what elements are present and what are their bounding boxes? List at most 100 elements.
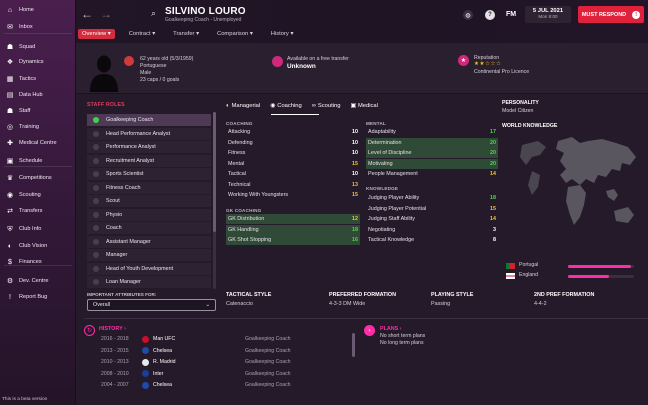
history-club[interactable]: R. Madrid <box>142 358 245 366</box>
nav-label: Finances <box>19 259 42 265</box>
attribute-row: Tactical 10 <box>226 169 360 179</box>
attribute-value: 16 <box>352 237 358 243</box>
staff-role-item[interactable]: Sports Scientist <box>87 168 211 180</box>
nationality-flag-icon <box>124 56 134 66</box>
role-dot-icon <box>93 252 99 258</box>
history-scrollbar[interactable] <box>352 333 355 357</box>
tab-transfer[interactable]: Transfer ▾ <box>173 31 200 37</box>
attribute-value: 17 <box>490 129 496 135</box>
history-club[interactable]: Chelsea <box>142 347 245 354</box>
attribute-row: Mental 15 <box>226 159 360 169</box>
fm-logo[interactable]: FM <box>506 11 517 18</box>
nav-item-dev-centre[interactable]: ⚙ Dev. Centre <box>0 274 76 288</box>
attr-tab-scouting[interactable]: ∞ Scouting <box>312 103 341 109</box>
transfer-value: Unknown <box>287 63 316 70</box>
date-box[interactable]: 5 JUL 2021 Mon 8:00 <box>525 6 571 23</box>
staff-role-item[interactable]: Scout <box>87 195 211 207</box>
forward-arrow-icon[interactable]: → <box>100 7 112 21</box>
history-row[interactable]: 2013 - 2015 Chelsea Goalkeeping Coach <box>101 345 356 357</box>
history-row[interactable]: 2004 - 2007 Chelsea Goalkeeping Coach <box>101 379 356 391</box>
world-icon[interactable]: ◍ <box>463 10 473 20</box>
nav-divider <box>4 166 72 167</box>
nav-label: Competitions <box>19 175 52 181</box>
nav-label: Transfers <box>19 208 43 214</box>
nav-item-staff[interactable]: ☗ Staff <box>0 104 76 118</box>
search-icon[interactable]: ⌕ <box>151 8 157 18</box>
must-respond-button[interactable]: MUST RESPOND ! <box>578 6 644 23</box>
nav-item-transfers[interactable]: ⇄ Transfers <box>0 204 76 218</box>
tab-contract[interactable]: Contract ▾ <box>128 31 156 37</box>
nav-item-inbox[interactable]: ✉ Inbox <box>0 20 76 34</box>
role-label: Coach <box>106 225 122 231</box>
important-attributes-dropdown[interactable]: Overall ⌄ <box>87 299 216 311</box>
staff-role-item[interactable]: Fitness Coach <box>87 181 211 194</box>
tab-comparison[interactable]: Comparison ▾ <box>217 31 253 37</box>
role-label: Physio <box>106 211 123 218</box>
attr-tab-label: Scouting <box>317 103 341 109</box>
country-knowledge-bar <box>568 265 631 268</box>
staff-role-item[interactable]: Head of Youth Development <box>87 262 211 275</box>
attribute-row: Defending 10 <box>226 138 360 148</box>
staff-role-item[interactable]: Coach <box>87 222 211 234</box>
staff-role-item[interactable]: Recruitment Analyst <box>87 154 211 167</box>
nav-item-finances[interactable]: $ Finances <box>0 255 76 269</box>
nav-item-competitions[interactable]: ♛ Competitions <box>0 171 76 185</box>
nav-item-scouting[interactable]: ◉ Scouting <box>0 188 76 202</box>
staff-role-item[interactable]: Manager <box>87 249 211 261</box>
nav-item-squad[interactable]: ☗ Squad <box>0 40 76 54</box>
attribute-value: 15 <box>352 192 358 198</box>
role-label: Head Performance Analyst <box>106 130 171 137</box>
back-arrow-icon[interactable]: ← <box>81 7 93 21</box>
role-dot-icon <box>93 225 99 231</box>
staff-role-item[interactable]: Goalkeeping Coach <box>87 114 211 126</box>
history-club[interactable]: Chelsea <box>142 381 245 389</box>
history-row[interactable]: 2010 - 2013 R. Madrid Goalkeeping Coach <box>101 356 356 368</box>
history-row[interactable]: 2016 - 2018 Man UFC Goalkeeping Coach <box>101 333 356 345</box>
tab-history[interactable]: History ▾ <box>270 31 294 37</box>
attribute-value: 13 <box>352 181 358 188</box>
nav-item-home[interactable]: ⌂ Home <box>0 3 76 17</box>
nav-item-tactics[interactable]: ▦ Tactics <box>0 72 76 86</box>
nav-item-club-vision[interactable]: ◐ Club Vision <box>0 239 76 253</box>
preferred-formation-value: 4-3-3 DM Wide <box>329 301 366 307</box>
staff-role-item[interactable]: Loan Manager <box>87 276 211 288</box>
nav-item-data-hub[interactable]: ▤ Data Hub <box>0 88 76 102</box>
nav-item-schedule[interactable]: ▣ Schedule <box>0 154 76 168</box>
report-bug-icon: ! <box>9 293 11 301</box>
role-label: Manager <box>106 252 128 258</box>
nav-item-dynamics[interactable]: ❖ Dynamics <box>0 55 76 69</box>
attr-tab-managerial[interactable]: ◐ Managerial <box>226 103 260 109</box>
nav-label: Report Bug <box>19 294 48 300</box>
staff-role-item[interactable]: Head Performance Analyst <box>87 127 211 140</box>
history-club[interactable]: Man UFC <box>142 335 245 343</box>
attr-tab-medical[interactable]: ▣ Medical <box>350 103 377 109</box>
plans-link[interactable]: PLANS › <box>380 326 402 332</box>
attribute-name: Motivating <box>368 160 393 167</box>
transfer-status-icon <box>272 56 283 67</box>
dev-centre-icon: ⚙ <box>6 277 14 285</box>
role-dot-icon <box>93 211 99 218</box>
roles-scrollbar[interactable] <box>213 112 216 289</box>
personality-value: Model Citizen <box>502 108 534 114</box>
help-icon[interactable]: ? <box>485 10 495 20</box>
nav-item-report-bug[interactable]: ! Report Bug <box>0 290 76 304</box>
history-row[interactable]: 2008 - 2010 Inter Goalkeeping Coach <box>101 368 356 380</box>
history-years: 2004 - 2007 <box>101 382 129 388</box>
nav-item-medical-centre[interactable]: ✚ Medical Centre <box>0 136 76 150</box>
nav-item-club-info[interactable]: ⛨ Club Info <box>0 222 76 236</box>
attr-tab-coaching[interactable]: ◉ Coaching <box>270 103 302 109</box>
role-dot-icon <box>93 157 99 164</box>
history-club[interactable]: Inter <box>142 370 245 377</box>
staff-role-item[interactable]: Physio <box>87 208 211 221</box>
staff-role-item[interactable]: Performance Analyst <box>87 141 211 153</box>
tab-overview[interactable]: Overview ▾ <box>78 29 115 39</box>
attribute-row: Attacking 10 <box>226 127 360 137</box>
nav-item-training[interactable]: ◎ Training <box>0 120 76 134</box>
attribute-value: 15 <box>352 160 358 167</box>
attribute-name: Technical <box>228 181 251 188</box>
history-link[interactable]: HISTORY › <box>99 326 126 332</box>
staff-icon: ☗ <box>6 107 14 115</box>
staff-role-item[interactable]: Assistant Manager <box>87 235 211 248</box>
dropdown-value: Overall <box>93 302 111 308</box>
history-icon: ↻ <box>84 325 95 336</box>
